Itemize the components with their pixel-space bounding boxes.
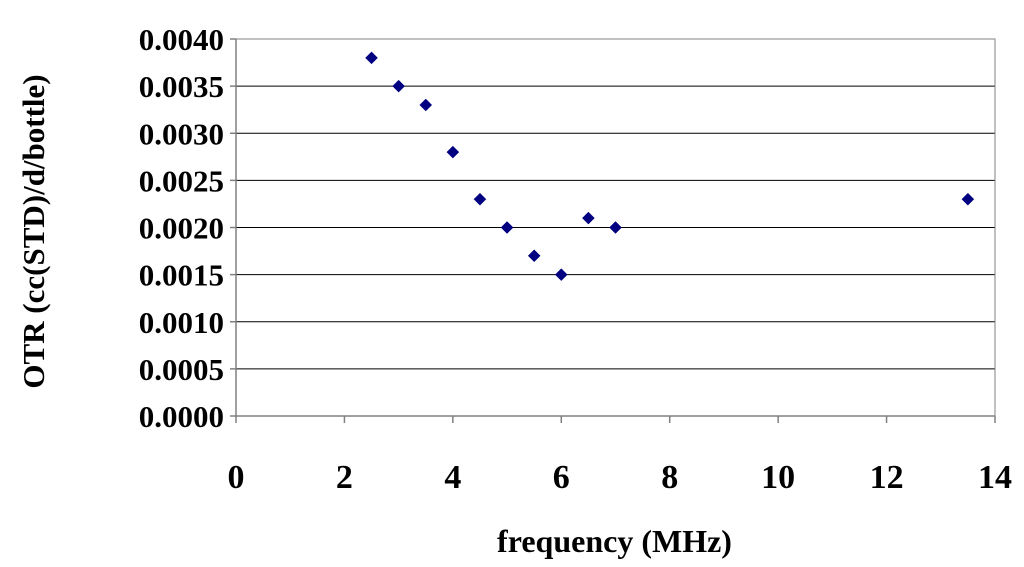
x-tick-label: 12 <box>870 459 904 496</box>
data-point <box>554 268 568 281</box>
x-tick-label: 8 <box>661 459 678 496</box>
x-tick-label: 10 <box>761 459 795 496</box>
data-point <box>419 98 433 112</box>
y-tick-label: 0.0040 <box>139 22 224 57</box>
data-point <box>473 192 487 206</box>
y-tick-labels: 0.0000 0.0005 0.0010 0.0015 0.0020 0.0025 0.00… <box>139 22 224 434</box>
x-tick-label: 6 <box>553 459 570 496</box>
x-tick-label: 4 <box>444 459 461 496</box>
data-point <box>392 79 405 93</box>
data-point <box>527 249 541 263</box>
x-tick-label: 2 <box>336 459 353 496</box>
y-axis-title: OTR (cc(STD)/d/bottle) <box>16 74 51 388</box>
y-tick-label: 0.0010 <box>139 305 224 340</box>
data-point <box>500 221 514 234</box>
axes <box>230 38 996 423</box>
data-points <box>365 51 975 281</box>
data-point <box>609 221 622 234</box>
y-tick-label: 0.0000 <box>139 399 224 434</box>
y-tick-label: 0.0035 <box>139 69 224 104</box>
grid-lines <box>236 38 995 370</box>
x-tick-labels: 0 2 4 6 8 10 12 14 <box>228 459 1013 496</box>
y-tick-label: 0.0005 <box>139 352 224 387</box>
y-tick-label: 0.0020 <box>139 211 224 246</box>
y-tick-label: 0.0015 <box>139 258 224 293</box>
data-point <box>961 192 975 206</box>
x-tick-label: 14 <box>978 459 1012 496</box>
x-tick-label: 0 <box>228 459 245 496</box>
y-tick-label: 0.0030 <box>139 116 224 151</box>
y-tick-label: 0.0025 <box>139 163 224 198</box>
data-point <box>365 51 378 65</box>
x-axis-title: frequency (MHz) <box>497 523 732 559</box>
data-point <box>446 145 460 159</box>
data-point <box>582 211 595 225</box>
